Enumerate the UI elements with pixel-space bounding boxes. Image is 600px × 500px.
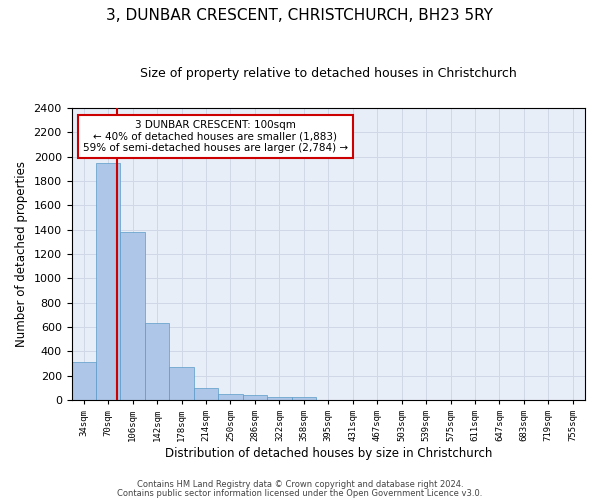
Bar — [267, 396, 292, 400]
Y-axis label: Number of detached properties: Number of detached properties — [15, 161, 28, 347]
Bar — [242, 396, 267, 400]
Text: Contains public sector information licensed under the Open Government Licence v3: Contains public sector information licen… — [118, 489, 482, 498]
Text: 3 DUNBAR CRESCENT: 100sqm
← 40% of detached houses are smaller (1,883)
59% of se: 3 DUNBAR CRESCENT: 100sqm ← 40% of detac… — [83, 120, 348, 153]
Bar — [121, 232, 145, 400]
Bar — [218, 394, 242, 400]
Bar — [292, 398, 316, 400]
Text: Contains HM Land Registry data © Crown copyright and database right 2024.: Contains HM Land Registry data © Crown c… — [137, 480, 463, 489]
Text: 3, DUNBAR CRESCENT, CHRISTCHURCH, BH23 5RY: 3, DUNBAR CRESCENT, CHRISTCHURCH, BH23 5… — [107, 8, 493, 22]
Bar — [169, 368, 194, 400]
Bar — [194, 388, 218, 400]
Bar — [96, 163, 121, 400]
Bar — [145, 324, 169, 400]
X-axis label: Distribution of detached houses by size in Christchurch: Distribution of detached houses by size … — [164, 447, 492, 460]
Title: Size of property relative to detached houses in Christchurch: Size of property relative to detached ho… — [140, 68, 517, 80]
Bar — [71, 362, 96, 400]
